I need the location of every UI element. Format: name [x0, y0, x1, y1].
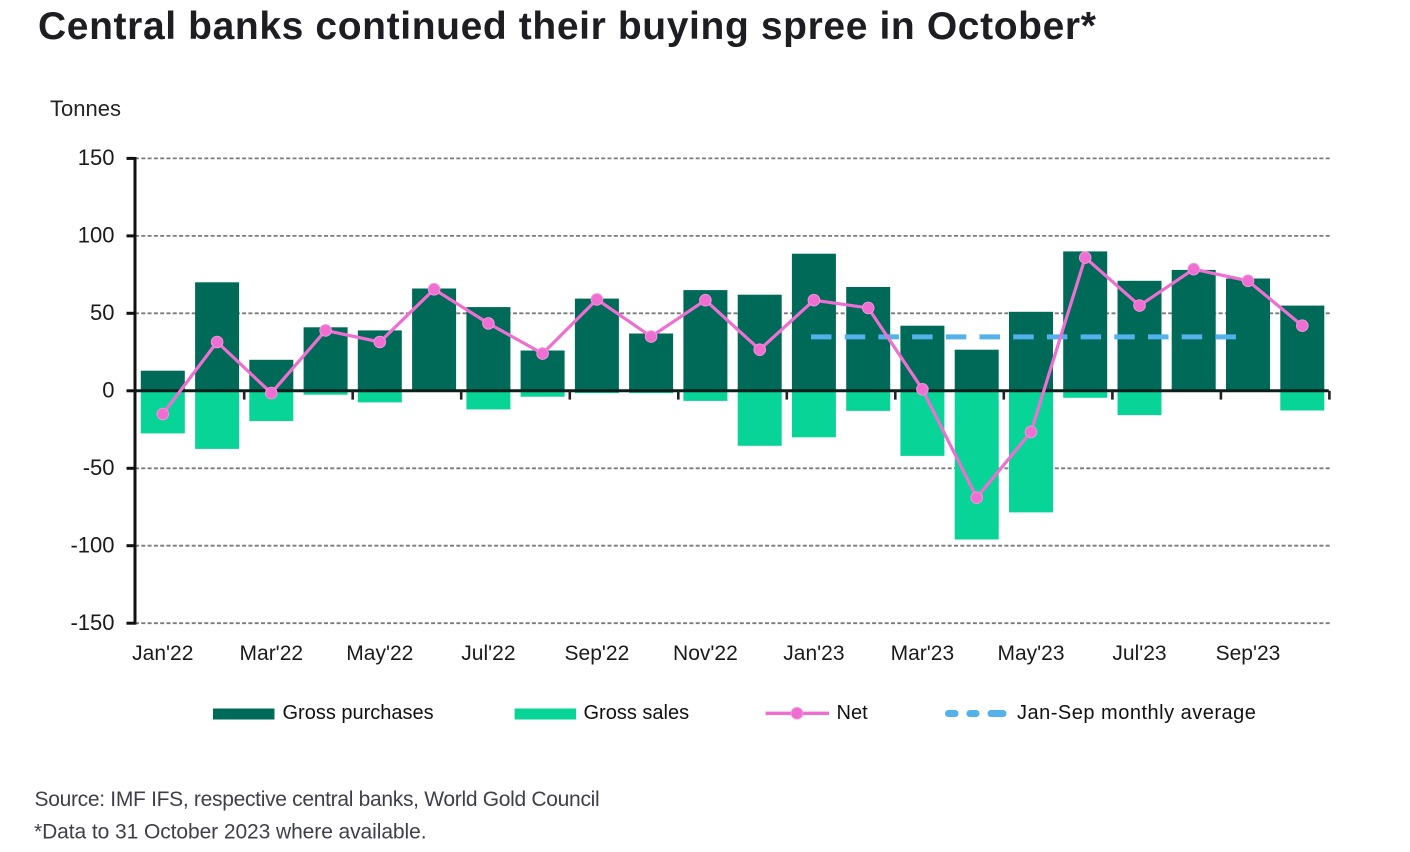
svg-text:May'22: May'22	[346, 642, 413, 665]
svg-text:50: 50	[90, 300, 114, 325]
svg-text:150: 150	[78, 145, 115, 170]
svg-text:-100: -100	[70, 533, 114, 558]
svg-text:Jan'23: Jan'23	[783, 642, 844, 665]
svg-text:Nov'22: Nov'22	[673, 642, 738, 665]
svg-text:0: 0	[102, 378, 114, 403]
svg-text:Jul'22: Jul'22	[461, 642, 515, 665]
svg-text:*Data to 31 October 2023 where: *Data to 31 October 2023 where available…	[34, 821, 426, 844]
svg-text:Central banks continued their: Central banks continued their buying spr…	[38, 5, 1097, 48]
svg-text:Gross sales: Gross sales	[584, 702, 690, 724]
svg-text:Tonnes: Tonnes	[50, 96, 121, 121]
svg-text:Sep'22: Sep'22	[565, 642, 630, 665]
svg-text:Sep'23: Sep'23	[1216, 642, 1281, 665]
svg-text:-150: -150	[70, 610, 114, 635]
svg-text:Source: IMF IFS, respective ce: Source: IMF IFS, respective central bank…	[35, 788, 600, 811]
svg-text:Gross purchases: Gross purchases	[283, 702, 434, 724]
svg-text:-50: -50	[83, 455, 115, 480]
svg-text:Mar'23: Mar'23	[891, 642, 955, 665]
svg-text:Jan'22: Jan'22	[132, 642, 193, 665]
svg-text:Jan-Sep monthly average: Jan-Sep monthly average	[1017, 702, 1256, 724]
svg-text:Mar'22: Mar'22	[240, 642, 304, 665]
svg-text:Jul'23: Jul'23	[1112, 642, 1166, 665]
svg-text:May'23: May'23	[997, 642, 1064, 665]
svg-text:Net: Net	[837, 702, 869, 724]
svg-text:100: 100	[78, 223, 115, 248]
